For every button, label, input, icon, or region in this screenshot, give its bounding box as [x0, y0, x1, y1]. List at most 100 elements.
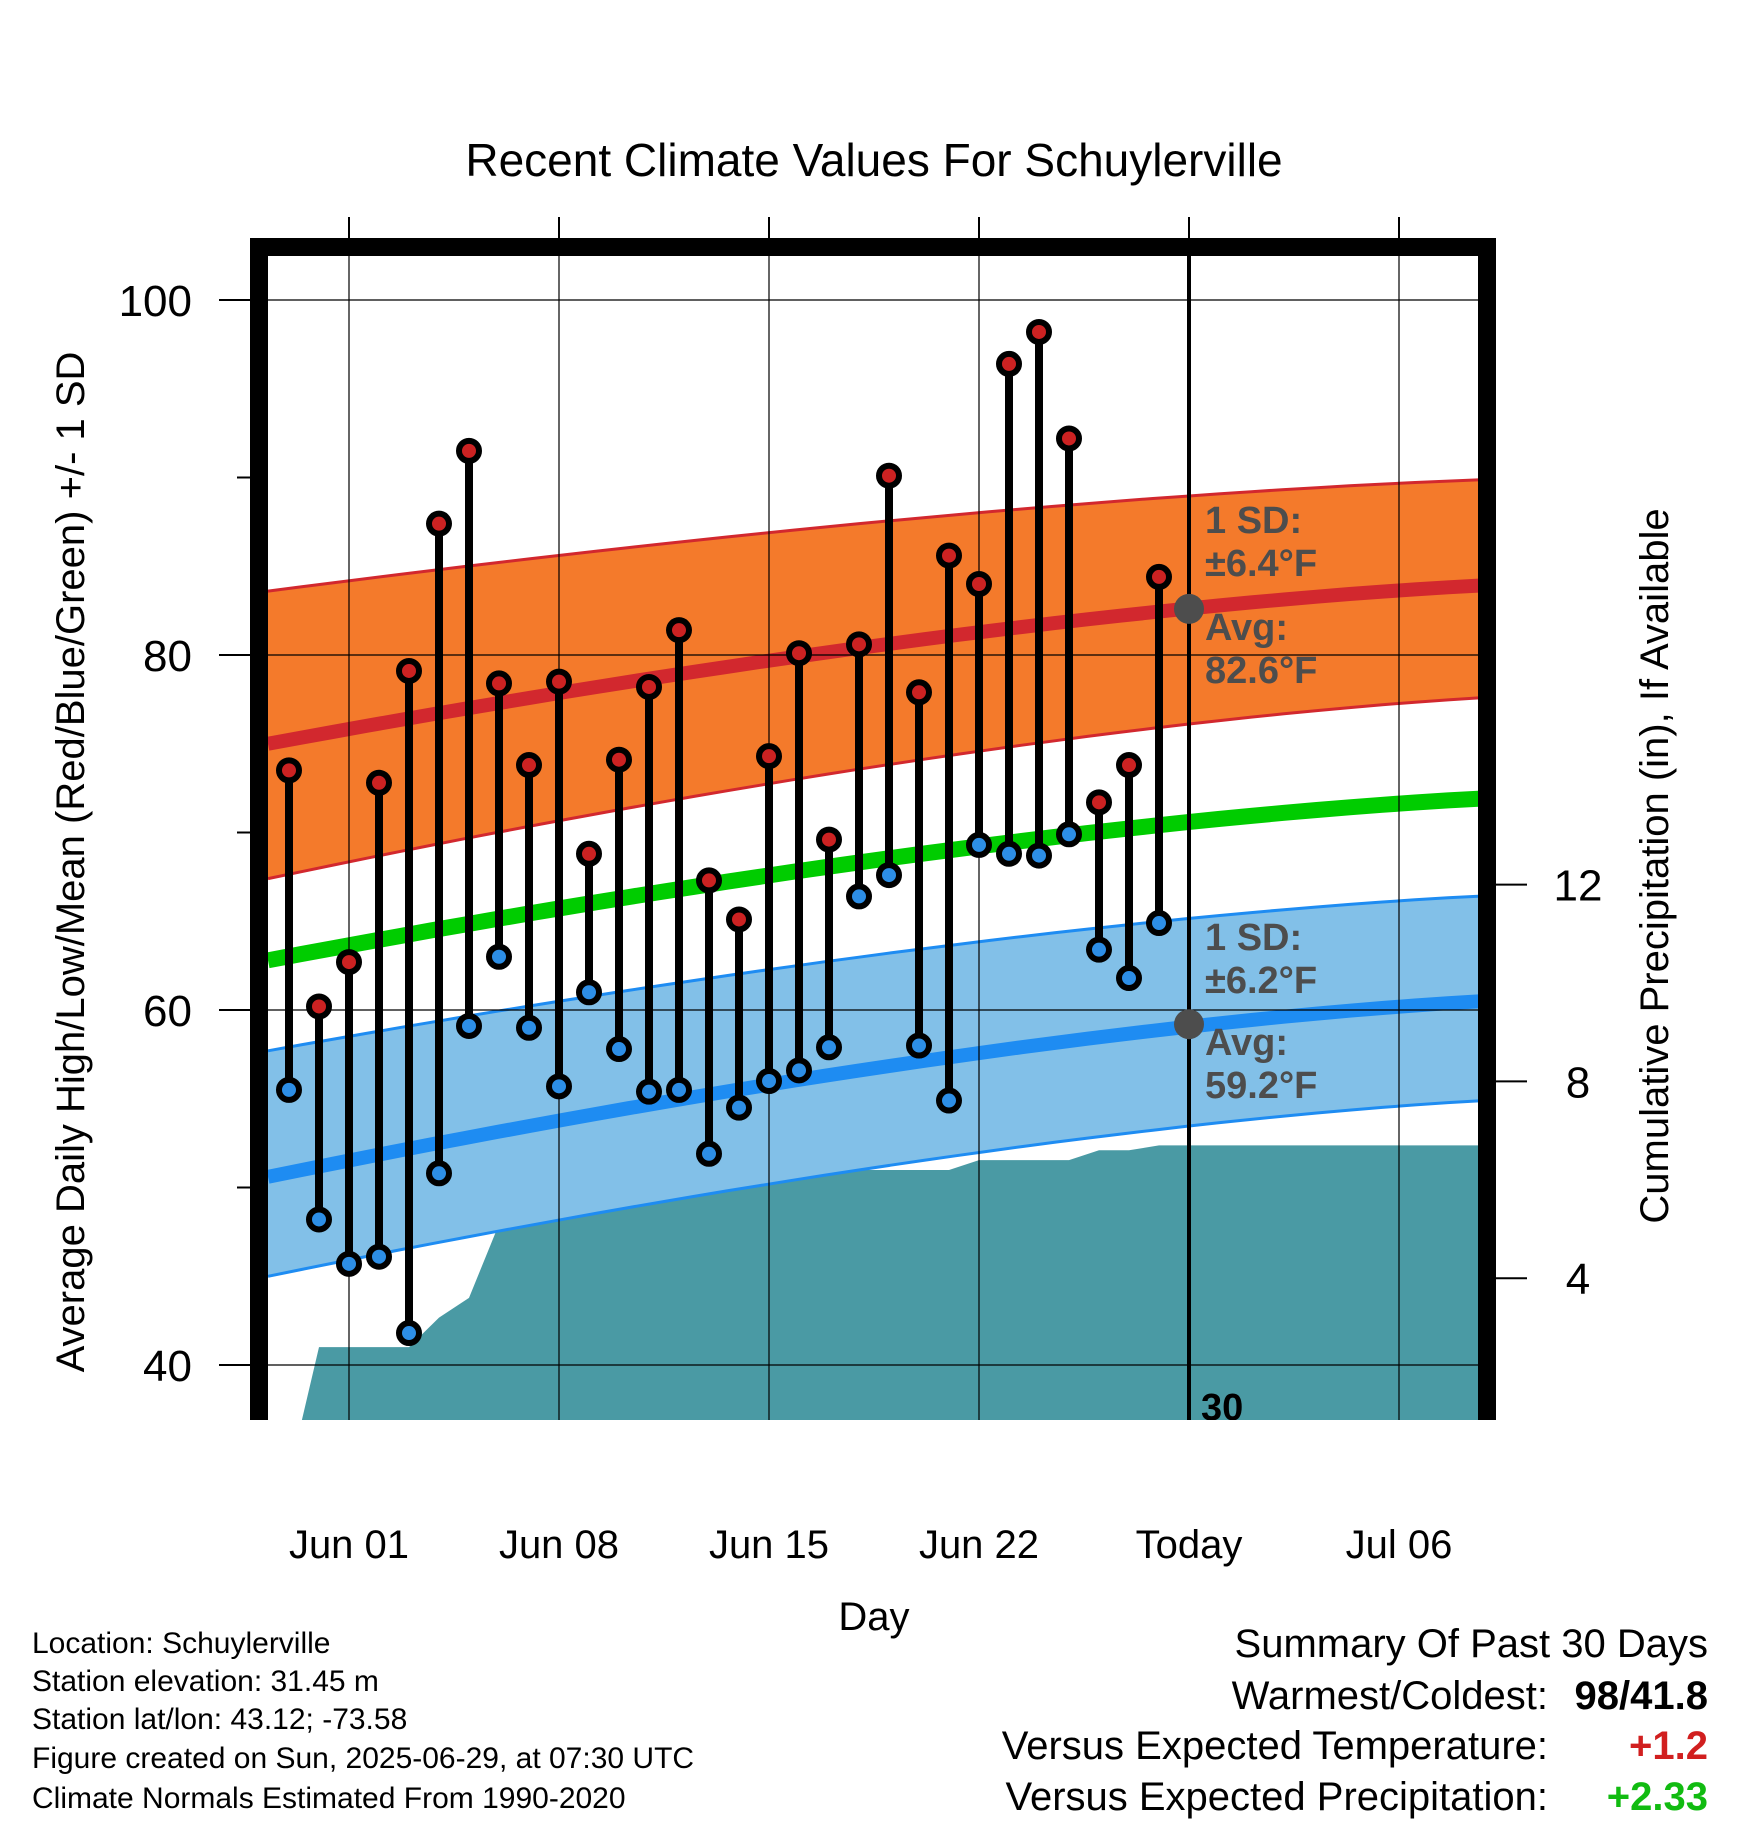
high-sd-annotation: 1 SD: ±6.4°F [1205, 500, 1317, 585]
day-low-point [1116, 965, 1142, 992]
x-tick-label: Jun 22 [919, 1523, 1039, 1567]
day-low-point [1026, 842, 1052, 869]
low-avg-annotation-line: 59.2°F [1205, 1065, 1317, 1107]
day-low-point [876, 862, 902, 889]
chart-title: Recent Climate Values For Schuylerville [465, 134, 1282, 186]
x-tick-labels: Jun 01 Jun 08 Jun 15 Jun 22 Today Jul 06 [289, 1523, 1452, 1567]
day-high-point [456, 437, 482, 464]
day-low-point [756, 1068, 782, 1094]
day-high-point [636, 673, 662, 700]
day-high-point [1086, 789, 1112, 816]
y-left-tick-label: 80 [143, 632, 192, 681]
day-low-point [1056, 821, 1082, 848]
summary-temperature: Versus Expected Temperature: +1.2 [1002, 1724, 1708, 1769]
day-high-point [816, 826, 842, 853]
day-low-point [906, 1032, 932, 1059]
summary-warm-cold: Warmest/Coldest: 98/41.8 [1232, 1674, 1708, 1719]
day-high-point [1026, 318, 1052, 345]
warm-cold-value: 98/41.8 [1548, 1674, 1708, 1719]
normal-high-line [266, 578, 1487, 751]
day-low-point [546, 1073, 572, 1100]
low-sd-band-lower-edge [267, 1098, 1487, 1278]
day-low-point [396, 1320, 422, 1347]
day-high-point [906, 679, 932, 706]
day-low-point [966, 831, 992, 858]
high-sd-annotation-line: ±6.4°F [1205, 543, 1317, 585]
footer-location: Location: Schuylerville [32, 1627, 331, 1660]
low-avg-annotation: Avg: 59.2°F [1205, 1022, 1317, 1107]
today-days-label-line: 30 [1201, 1387, 1243, 1420]
chart-lower-axis: Jun 01 Jun 08 Jun 15 Jun 22 Today Jul 06 Day [289, 1523, 1452, 1639]
day-high-point [606, 746, 632, 773]
day-low-point [1086, 936, 1112, 963]
x-tick-label: Today [1136, 1523, 1243, 1567]
y-right-tick-label: 12 [1554, 862, 1603, 911]
footer-elevation: Station elevation: 31.45 m [32, 1665, 379, 1698]
day-high-point [1116, 752, 1142, 779]
high-avg-annotation-line: Avg: [1205, 607, 1288, 649]
day-high-point [666, 617, 692, 644]
normal-mean-line [266, 790, 1487, 969]
day-low-point [696, 1140, 722, 1167]
low-sd-band-upper-edge [267, 894, 1487, 1053]
day-low-point [996, 840, 1022, 867]
x-tick-label: Jul 06 [1346, 1523, 1453, 1567]
day-high-point [696, 867, 722, 894]
day-low-point [846, 883, 872, 910]
low-sd-annotation-line: ±6.2°F [1205, 960, 1317, 1002]
day-low-point [636, 1078, 662, 1105]
high-avg-annotation: Avg: 82.6°F [1205, 607, 1317, 692]
day-high-point [756, 743, 782, 770]
low-sd-annotation-line: 1 SD: [1205, 917, 1302, 959]
warm-cold-separator: / [1619, 1674, 1631, 1718]
day-low-point [336, 1250, 362, 1277]
plot-frame [250, 238, 1496, 1420]
high-avg-annotation-line: 82.6°F [1205, 650, 1317, 692]
x-axis-label: Day [838, 1595, 909, 1639]
day-high-point [1056, 425, 1082, 452]
x-tick-label: Jun 01 [289, 1523, 409, 1567]
today-low-avg-marker [1174, 1009, 1204, 1040]
coldest-value: 41.8 [1630, 1674, 1708, 1718]
x-tick-label: Jun 15 [709, 1523, 829, 1567]
y-left-axis-label: Average Daily High/Low/Mean (Red/Blue/Gr… [49, 352, 93, 1373]
high-sd-band-upper-edge [267, 478, 1487, 593]
day-low-point [426, 1160, 452, 1187]
day-high-point [726, 906, 752, 933]
day-high-point [306, 993, 332, 1020]
footer-normals: Climate Normals Estimated From 1990-2020 [32, 1782, 626, 1815]
day-high-point [1146, 563, 1172, 590]
footer-created: Figure created on Sun, 2025-06-29, at 07… [32, 1742, 695, 1775]
day-high-point [846, 631, 872, 658]
day-low-point [306, 1206, 332, 1233]
y-left-tick-label: 40 [143, 1342, 192, 1391]
high-sd-annotation-line: 1 SD: [1205, 500, 1302, 542]
day-high-point [996, 350, 1022, 377]
warm-cold-label: Warmest/Coldest: [1231, 1674, 1548, 1718]
y-left-tick-label: 60 [143, 987, 192, 1036]
day-low-point [816, 1034, 842, 1061]
low-sd-band [268, 895, 1487, 1277]
footer-latlon: Station lat/lon: 43.12; -73.58 [32, 1703, 408, 1736]
high-sd-band [268, 479, 1487, 879]
day-low-point [516, 1014, 542, 1041]
y-right-tick-label: 8 [1566, 1058, 1590, 1107]
warmest-value: 98 [1574, 1674, 1620, 1718]
day-low-point [726, 1094, 752, 1121]
day-high-point [336, 949, 362, 976]
day-low-point [486, 943, 512, 970]
low-sd-annotation: 1 SD: ±6.2°F [1205, 917, 1317, 1002]
day-low-point [456, 1012, 482, 1039]
day-high-point [426, 510, 452, 537]
today-high-avg-marker [1174, 593, 1204, 624]
day-low-point [936, 1087, 962, 1114]
day-low-point [1146, 910, 1172, 937]
high-sd-band-lower-edge [267, 695, 1487, 881]
summary-precipitation: Versus Expected Precipitation: +2.33 [1005, 1775, 1708, 1820]
day-high-point [366, 769, 392, 796]
day-high-point [936, 542, 962, 569]
day-low-point [276, 1076, 302, 1103]
day-high-point [486, 670, 512, 697]
